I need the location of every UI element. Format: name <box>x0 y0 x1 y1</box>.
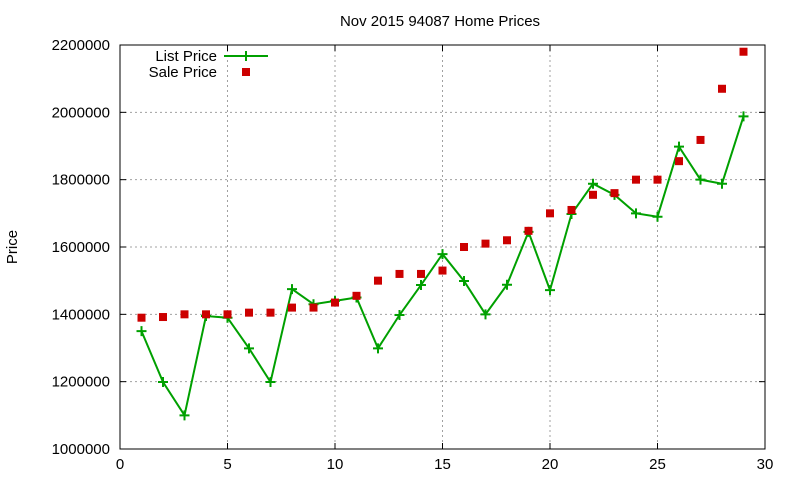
list-price-point <box>394 310 405 321</box>
list-price-point <box>738 111 749 122</box>
list-price-point <box>244 343 254 354</box>
sale-price-point <box>223 310 232 319</box>
grid <box>120 45 765 449</box>
sale-price-point <box>202 310 210 319</box>
y-tick-label: 2000000 <box>52 104 110 121</box>
legend-marker-list-price <box>241 51 251 61</box>
x-tick-label: 15 <box>434 456 451 473</box>
sale-price-point <box>288 303 296 312</box>
list-price-point <box>373 343 383 354</box>
list-price-point <box>459 276 469 287</box>
sale-price-point <box>159 313 167 322</box>
marks <box>136 47 749 421</box>
sale-price-point <box>567 205 576 214</box>
list-price-point <box>437 249 448 260</box>
legend-label-list-price: List Price <box>155 48 217 65</box>
sale-price-point <box>180 310 189 319</box>
list-price-point <box>717 178 727 189</box>
y-tick-label: 1200000 <box>52 374 110 391</box>
list-price-point <box>179 410 190 421</box>
y-tick-label: 1000000 <box>52 441 110 458</box>
list-price-point <box>695 174 706 185</box>
sale-price-point <box>739 47 748 56</box>
sale-price-point <box>481 239 490 248</box>
sale-price-point <box>696 135 705 144</box>
sale-price-point <box>718 84 726 93</box>
legend: List Price Sale Price <box>149 48 268 81</box>
chart-title: Nov 2015 94087 Home Prices <box>340 13 540 30</box>
y-tick-label: 1600000 <box>52 239 110 256</box>
sale-price-point <box>245 308 253 317</box>
list-price-point <box>287 284 297 295</box>
x-tick-label: 10 <box>327 456 344 473</box>
legend-marker-sale-price <box>242 68 250 76</box>
legend-label-sale-price: Sale Price <box>149 64 217 81</box>
sale-price-point <box>374 276 382 285</box>
list-price-point <box>674 141 684 152</box>
x-tick-label: 20 <box>542 456 559 473</box>
list-price-point <box>631 208 641 219</box>
list-price-point <box>588 178 598 189</box>
sale-price-point <box>417 269 425 278</box>
y-tick-label: 1400000 <box>52 306 110 323</box>
sale-price-point <box>460 243 468 251</box>
list-price-point <box>416 280 426 291</box>
sale-price-point <box>309 303 318 312</box>
x-tick-label: 30 <box>757 456 774 473</box>
list-price-point <box>652 211 663 222</box>
x-tick-label: 0 <box>116 456 124 473</box>
sale-price-point <box>610 189 619 198</box>
y-axis-label: Price <box>4 230 21 264</box>
sale-price-point <box>632 175 640 184</box>
x-tick-label: 25 <box>649 456 666 473</box>
sale-price-point <box>546 209 554 218</box>
sale-price-point <box>653 175 662 184</box>
sale-price-point <box>266 308 275 317</box>
plot-border <box>119 44 766 450</box>
sale-price-point <box>438 266 447 275</box>
sale-price-point <box>524 226 533 235</box>
list-price-point <box>502 279 512 290</box>
sale-price-point <box>503 236 511 245</box>
sale-price-point <box>137 313 146 322</box>
sale-price-point <box>352 291 361 300</box>
sale-price-point <box>589 190 597 199</box>
y-tick-label: 2200000 <box>52 37 110 54</box>
list-price-point <box>158 377 168 388</box>
sale-price-point <box>395 269 404 278</box>
list-price-point <box>265 377 276 388</box>
x-tick-label: 5 <box>223 456 231 473</box>
sale-price-point <box>675 157 683 166</box>
sale-price-point <box>331 298 339 307</box>
list-price-point <box>136 326 147 337</box>
y-tick-label: 1800000 <box>52 172 110 189</box>
list-price-point <box>480 309 491 320</box>
ticks: 0 5 10 15 20 25 30 1000000 1200000 1400000 1600000… <box>52 37 774 473</box>
list-price-point <box>545 285 555 296</box>
